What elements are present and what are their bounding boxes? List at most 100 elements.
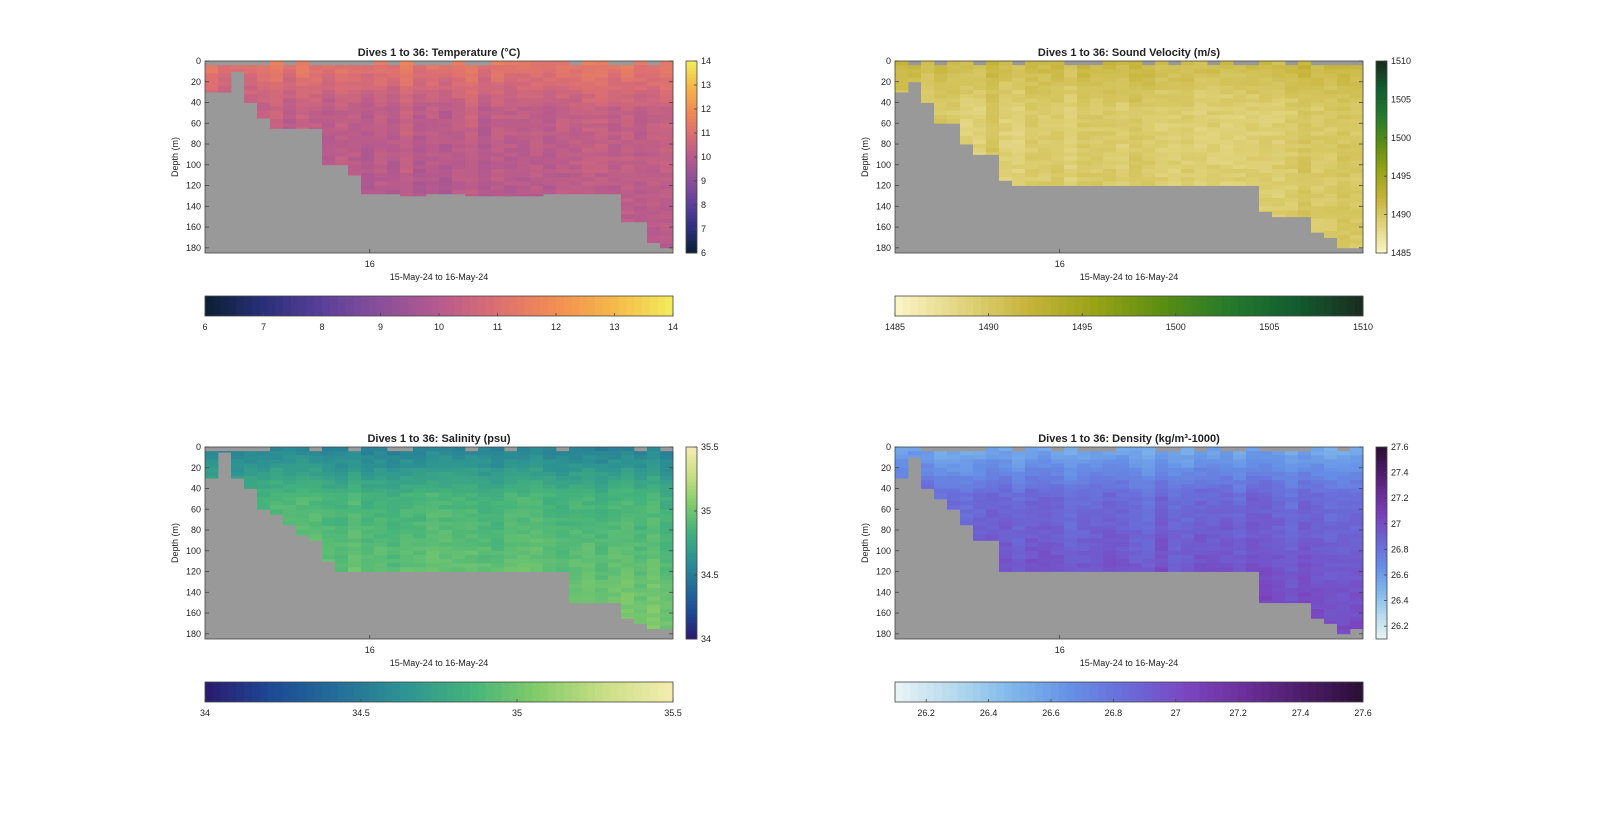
heatmap-cell: [1103, 131, 1117, 137]
heatmap-cell: [595, 144, 609, 149]
heatmap-cell: [543, 139, 557, 145]
heatmap-cell: [1103, 160, 1117, 166]
heatmap-cell: [973, 534, 987, 539]
heatmap-cell: [543, 525, 557, 531]
heatmap-cell: [1285, 467, 1299, 473]
heatmap-cell: [608, 164, 622, 170]
heatmap-cell: [660, 152, 674, 157]
heatmap-cell: [1350, 131, 1364, 137]
heatmap-cell: [1155, 463, 1169, 469]
heatmap-cell: [413, 480, 427, 485]
heatmap-cell: [1142, 559, 1156, 564]
heatmap-cell: [439, 139, 453, 145]
heatmap-cell: [947, 496, 961, 502]
heatmap-cell: [1324, 152, 1338, 157]
heatmap-cell: [621, 447, 635, 452]
heatmap-cell: [608, 579, 622, 585]
heatmap-cell: [1285, 164, 1299, 170]
heatmap-cell: [1220, 530, 1234, 535]
heatmap-cell: [647, 538, 661, 543]
colorbar-swatch: [1376, 153, 1387, 158]
heatmap-cell: [1233, 550, 1247, 556]
heatmap-cell: [1155, 110, 1169, 116]
heatmap-cell: [543, 160, 557, 166]
heatmap-cell: [439, 110, 453, 116]
heatmap-cell: [504, 459, 518, 464]
heatmap-cell: [296, 513, 310, 518]
heatmap-cell: [309, 110, 323, 116]
colorbar-swatch: [1214, 682, 1224, 702]
heatmap-cell: [335, 505, 349, 510]
heatmap-cell: [1311, 467, 1325, 473]
heatmap-cell: [1025, 90, 1039, 95]
colorbar-swatch: [686, 530, 697, 534]
heatmap-cell: [530, 517, 544, 523]
heatmap-cell: [647, 98, 661, 103]
heatmap-cell: [400, 563, 414, 568]
colorbar-swatch: [1376, 105, 1387, 110]
heatmap-cell: [1103, 123, 1117, 128]
heatmap-cell: [1194, 139, 1208, 145]
heatmap-cell: [934, 65, 948, 70]
heatmap-cell: [947, 455, 961, 460]
colorbar-tick-label: 27: [1171, 708, 1181, 718]
heatmap-cell: [1077, 123, 1091, 128]
heatmap-cell: [1350, 596, 1364, 601]
heatmap-cell: [1025, 110, 1039, 116]
colorbar-swatch: [910, 682, 919, 702]
colorbar-swatch: [686, 600, 697, 605]
colorbar-swatch: [1376, 539, 1387, 544]
heatmap-cell: [387, 127, 401, 132]
heatmap-cell: [374, 119, 388, 124]
heatmap-cell: [1142, 530, 1156, 535]
heatmap-cell: [465, 559, 479, 564]
heatmap-cell: [1181, 168, 1195, 174]
heatmap-cell: [387, 476, 401, 481]
heatmap-cell: [1090, 471, 1104, 477]
heatmap-cell: [426, 509, 440, 514]
y-tick-label: 20: [191, 77, 201, 87]
heatmap-cell: [1103, 177, 1117, 182]
heatmap-cell: [608, 542, 622, 548]
heatmap-cell: [1012, 492, 1026, 498]
chart-title: Dives 1 to 36: Temperature (°C): [358, 47, 521, 59]
heatmap-cell: [1311, 227, 1325, 232]
heatmap-cell: [335, 110, 349, 116]
colorbar-swatch: [1121, 682, 1130, 702]
heatmap-cell: [608, 455, 622, 460]
heatmap-cell: [1272, 61, 1286, 66]
heatmap-cell: [1272, 131, 1286, 137]
heatmap-cell: [1220, 144, 1234, 149]
heatmap-cell: [322, 73, 336, 78]
heatmap-cell: [582, 546, 596, 552]
colorbar-swatch: [686, 603, 697, 608]
heatmap-cell: [1220, 168, 1234, 174]
colorbar-swatch: [1376, 227, 1387, 232]
colorbar-swatch: [462, 682, 471, 702]
heatmap-cell: [283, 447, 297, 452]
heatmap-cell: [1233, 123, 1247, 128]
heatmap-cell: [999, 164, 1013, 170]
heatmap-cell: [1324, 500, 1338, 506]
heatmap-cell: [1311, 608, 1325, 614]
heatmap-cell: [556, 471, 570, 477]
heatmap-cell: [1311, 214, 1325, 220]
heatmap-cell: [582, 525, 596, 531]
heatmap-cell: [296, 69, 310, 74]
heatmap-cell: [1155, 77, 1169, 83]
colorbar-swatch: [361, 682, 370, 702]
heatmap-cell: [1246, 114, 1260, 120]
heatmap-cell: [439, 476, 453, 481]
heatmap-cell: [999, 152, 1013, 157]
heatmap-cell: [361, 530, 375, 535]
colorbar-swatch: [918, 296, 927, 316]
heatmap-cell: [530, 114, 544, 120]
colorbar-swatch: [1222, 296, 1231, 316]
heatmap-cell: [595, 521, 609, 527]
heatmap-cell: [530, 77, 544, 83]
heatmap-cell: [1337, 459, 1351, 464]
colorbar-swatch: [431, 682, 440, 702]
heatmap-cell: [387, 471, 401, 477]
heatmap-cell: [387, 559, 401, 564]
colorbar-swatch: [1105, 682, 1114, 702]
